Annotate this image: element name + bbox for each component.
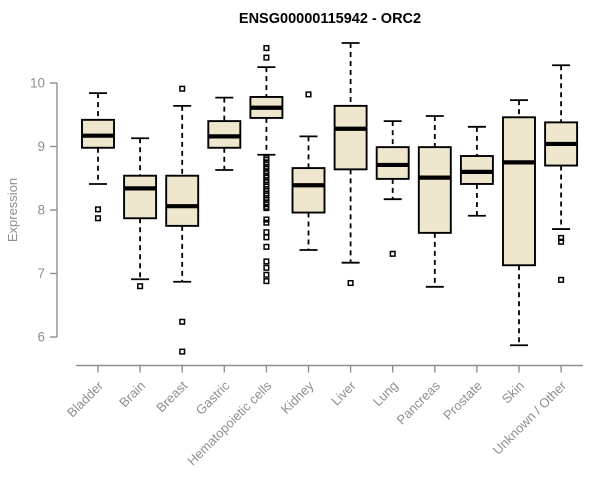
box-skin: [502, 99, 536, 347]
outlier-point: [558, 238, 565, 245]
x-category-label: Bladder: [64, 378, 107, 421]
outlier-point: [558, 276, 565, 283]
y-axis-label: Expression: [5, 178, 20, 242]
y-tick-label: 9: [37, 139, 45, 154]
box-lung: [375, 120, 410, 257]
iqr-box: [291, 167, 326, 214]
outlier-point: [263, 243, 270, 250]
box-prostate: [459, 125, 494, 217]
y-tick-label: 6: [37, 330, 45, 345]
outlier-point: [263, 234, 270, 241]
x-category-label: Brain: [116, 378, 148, 410]
x-category-label: Liver: [328, 378, 359, 409]
y-tick-label: 7: [37, 266, 45, 281]
y-tick-label: 8: [37, 203, 45, 218]
box-breast: [165, 85, 200, 355]
y-axis: 6 7 8 9 10: [30, 76, 58, 345]
iqr-box: [333, 104, 368, 171]
y-tick-label: 10: [30, 76, 45, 91]
outlier-point: [389, 250, 396, 257]
x-category-label: Gastric: [193, 378, 233, 418]
outlier-point: [263, 54, 270, 61]
outlier-point: [263, 271, 270, 278]
iqr-box: [123, 174, 158, 220]
outlier-point: [179, 318, 186, 325]
box-brain: [123, 137, 158, 290]
x-category-label: Lung: [370, 378, 401, 409]
outlier-point: [263, 229, 270, 236]
iqr-box: [165, 174, 200, 227]
outlier-point: [263, 216, 270, 223]
outlier-point: [179, 85, 186, 92]
box-bladder: [81, 92, 115, 222]
x-category-label: Kidney: [278, 378, 317, 417]
x-category-label: Prostate: [440, 378, 485, 423]
outlier-point: [137, 283, 144, 290]
outlier-point: [263, 205, 270, 212]
box-unknown-other: [544, 64, 579, 283]
box-gastric: [207, 96, 242, 171]
outlier-point: [263, 264, 270, 271]
outlier-point: [305, 91, 312, 98]
chart-title: ENSG00000115942 - ORC2: [239, 11, 421, 27]
iqr-box: [417, 146, 452, 234]
box-hematopoietic-cells: [249, 45, 284, 285]
x-category-label: Breast: [153, 378, 190, 415]
outlier-point: [94, 206, 102, 213]
outlier-point: [263, 258, 270, 265]
outlier-point: [347, 279, 354, 287]
outlier-point: [263, 219, 270, 226]
outlier-point: [94, 215, 102, 222]
x-category-label: Skin: [499, 378, 527, 406]
iqr-box: [502, 116, 536, 267]
x-category-label: Unknown / Other: [490, 378, 570, 458]
x-category-label: Pancreas: [393, 378, 443, 428]
box-pancreas: [417, 115, 452, 288]
box-kidney: [291, 91, 326, 251]
outlier-point: [179, 348, 186, 355]
outlier-point: [263, 45, 270, 52]
boxes-group: [81, 42, 579, 355]
box-liver: [333, 42, 368, 287]
outlier-point: [263, 278, 270, 285]
outlier-point: [558, 234, 565, 241]
